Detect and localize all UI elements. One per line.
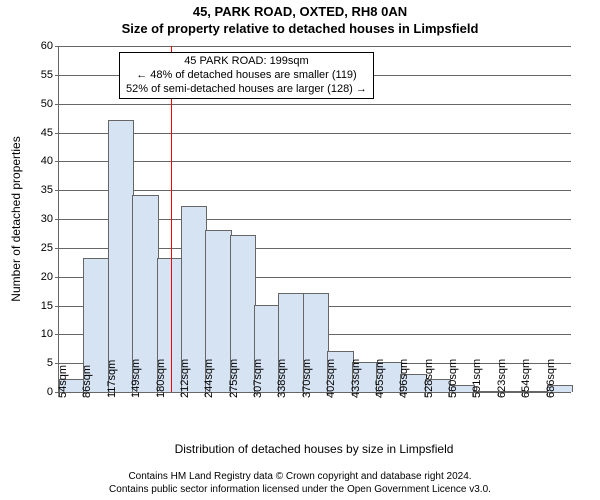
footer-attribution: Contains HM Land Registry data © Crown c… — [0, 471, 600, 496]
gridline-h — [59, 190, 571, 191]
xtick-label: 433sqm — [350, 359, 362, 398]
ytick-label: 40 — [41, 155, 59, 167]
gridline-h — [59, 161, 571, 162]
xtick-label: 275sqm — [228, 359, 240, 398]
annotation-line2: ← 48% of detached houses are smaller (11… — [126, 69, 367, 83]
ytick-label: 10 — [41, 328, 59, 340]
page-title-line1: 45, PARK ROAD, OXTED, RH8 0AN — [0, 4, 600, 21]
footer-line2: Contains public sector information licen… — [0, 484, 600, 497]
ytick-label: 30 — [41, 213, 59, 225]
xtick-label: 180sqm — [155, 359, 167, 398]
histogram-plot: 05101520253035404550556054sqm86sqm117sqm… — [58, 46, 571, 393]
xtick-label: 623sqm — [496, 359, 508, 398]
xtick-label: 86sqm — [81, 365, 93, 398]
footer-line1: Contains HM Land Registry data © Crown c… — [0, 471, 600, 484]
xtick-label: 654sqm — [520, 359, 532, 398]
ytick-label: 25 — [41, 242, 59, 254]
xtick-label: 370sqm — [301, 359, 313, 398]
xtick-label: 54sqm — [57, 365, 69, 398]
gridline-h — [59, 46, 571, 47]
gridline-h — [59, 133, 571, 134]
xtick-label: 402sqm — [325, 359, 337, 398]
page-title-line2: Size of property relative to detached ho… — [0, 21, 600, 38]
xtick-label: 338sqm — [276, 359, 288, 398]
xtick-label: 307sqm — [252, 359, 264, 398]
histogram-bar — [108, 120, 134, 392]
xtick-label: 560sqm — [447, 359, 459, 398]
gridline-h — [59, 104, 571, 105]
y-axis-label: Number of detached properties — [9, 136, 23, 301]
ytick-label: 50 — [41, 98, 59, 110]
ytick-label: 45 — [41, 127, 59, 139]
ytick-label: 55 — [41, 69, 59, 81]
ytick-label: 60 — [41, 40, 59, 52]
ytick-label: 35 — [41, 184, 59, 196]
xtick-label: 117sqm — [106, 360, 118, 398]
x-axis-label: Distribution of detached houses by size … — [175, 442, 454, 456]
ytick-label: 15 — [41, 300, 59, 312]
xtick-label: 528sqm — [423, 359, 435, 398]
xtick-label: 212sqm — [179, 359, 191, 398]
xtick-label: 465sqm — [374, 359, 386, 398]
annotation-line3: 52% of semi-detached houses are larger (… — [126, 83, 367, 97]
xtick-label: 686sqm — [545, 359, 557, 398]
xtick-label: 591sqm — [471, 359, 483, 398]
xtick-label: 149sqm — [130, 359, 142, 398]
ytick-label: 20 — [41, 271, 59, 283]
annotation-line1: 45 PARK ROAD: 199sqm — [126, 55, 367, 69]
xtick-label: 496sqm — [398, 359, 410, 398]
annotation-box: 45 PARK ROAD: 199sqm← 48% of detached ho… — [119, 52, 374, 99]
xtick-label: 244sqm — [203, 359, 215, 398]
